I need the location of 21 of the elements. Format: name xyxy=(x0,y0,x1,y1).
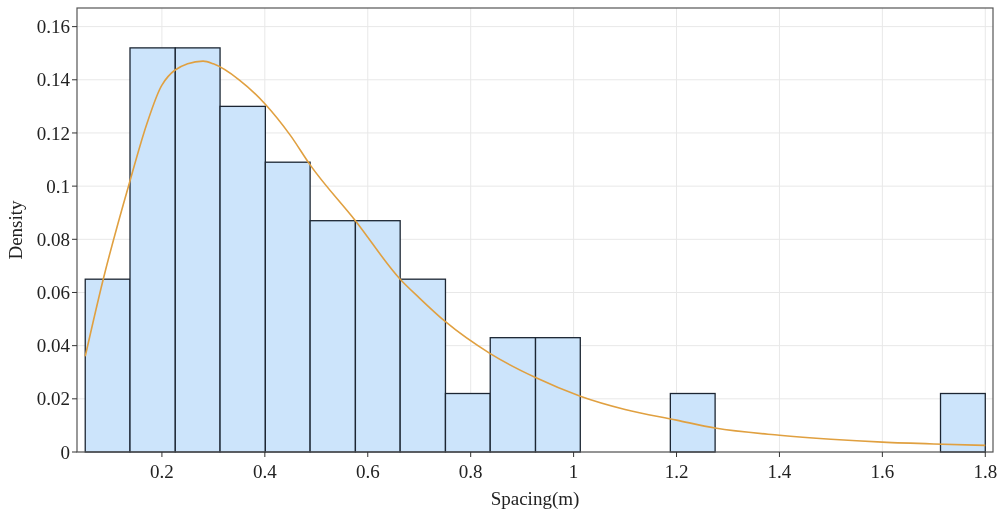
x-tick-label: 1.2 xyxy=(664,461,689,482)
x-tick-label: 1.4 xyxy=(767,461,792,482)
x-tick-label: 0.8 xyxy=(458,461,483,482)
y-tick-label: 0.04 xyxy=(36,335,71,357)
y-tick-label: 0.02 xyxy=(36,388,70,410)
x-tick-label: 0.4 xyxy=(252,461,278,482)
x-tick-label: 1.6 xyxy=(870,461,895,482)
x-tick-label: 1 xyxy=(568,461,579,482)
y-tick-label: 0.1 xyxy=(46,175,70,197)
x-axis-title: Spacing(m) xyxy=(490,488,580,510)
x-tick-label: 0.6 xyxy=(355,461,380,482)
y-tick-label: 0 xyxy=(60,441,70,463)
y-tick-label: 0.08 xyxy=(36,228,70,250)
y-tick-label: 0.12 xyxy=(36,122,70,144)
x-tick-label: 1.8 xyxy=(973,461,998,482)
x-tick-label: 0.2 xyxy=(150,461,174,482)
y-tick-label: 0.16 xyxy=(36,16,70,38)
y-tick-label: 0.06 xyxy=(36,282,70,304)
y-axis-title: Density xyxy=(5,199,26,260)
y-tick-label: 0.14 xyxy=(36,69,71,91)
line-series xyxy=(84,60,987,447)
